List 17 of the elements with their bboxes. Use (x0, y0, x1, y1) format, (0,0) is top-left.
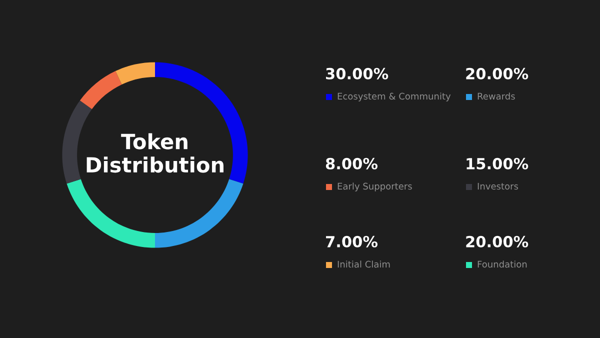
data-label: 30.00% (326, 68, 388, 80)
legend-label: Investors (478, 182, 518, 190)
donut-slice (80, 71, 122, 110)
legend-label: Initial Claim (338, 260, 390, 268)
data-label: 15.00% (466, 158, 528, 170)
data-label: 20.00% (466, 236, 528, 248)
data-label: 7.00% (326, 236, 378, 248)
legend-label: Rewards (478, 92, 515, 100)
data-label: 20.00% (466, 68, 528, 80)
data-label: 8.00% (326, 158, 378, 170)
text: Token Distribution (86, 133, 224, 173)
donut-slice (155, 179, 244, 248)
donut-slice (66, 179, 155, 248)
donut-slice (115, 62, 155, 84)
legend-label: Foundation (478, 260, 527, 268)
legend-label: Ecosystem & Community (338, 92, 451, 102)
legend-label: Early Supporters (338, 182, 412, 192)
